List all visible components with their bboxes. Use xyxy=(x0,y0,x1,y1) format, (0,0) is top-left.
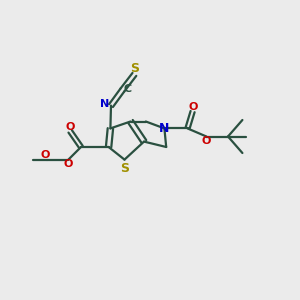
Text: O: O xyxy=(40,150,50,161)
Text: O: O xyxy=(64,159,73,169)
Text: N: N xyxy=(159,122,170,135)
Text: O: O xyxy=(188,102,198,112)
Text: O: O xyxy=(202,136,211,146)
Text: S: S xyxy=(130,62,140,76)
Text: N: N xyxy=(100,99,109,109)
Text: C: C xyxy=(123,84,131,94)
Text: S: S xyxy=(120,162,129,175)
Text: O: O xyxy=(65,122,75,132)
